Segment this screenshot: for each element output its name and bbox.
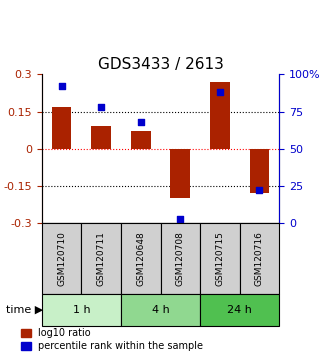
FancyBboxPatch shape <box>240 223 279 294</box>
Bar <box>249 149 269 193</box>
Bar <box>52 107 71 149</box>
Bar <box>91 126 111 149</box>
FancyBboxPatch shape <box>160 223 200 294</box>
Point <box>59 84 64 89</box>
Point <box>178 216 183 221</box>
FancyBboxPatch shape <box>42 223 81 294</box>
FancyBboxPatch shape <box>121 223 160 294</box>
Bar <box>131 131 151 149</box>
Bar <box>170 149 190 198</box>
Title: GDS3433 / 2613: GDS3433 / 2613 <box>98 57 223 72</box>
Text: 1 h: 1 h <box>73 305 90 315</box>
FancyBboxPatch shape <box>200 294 279 326</box>
Text: 24 h: 24 h <box>227 305 252 315</box>
Text: time ▶: time ▶ <box>6 305 44 315</box>
Text: GSM120715: GSM120715 <box>215 231 224 286</box>
Text: GSM120716: GSM120716 <box>255 231 264 286</box>
Point <box>138 119 143 125</box>
FancyBboxPatch shape <box>42 294 121 326</box>
Text: GSM120710: GSM120710 <box>57 231 66 286</box>
FancyBboxPatch shape <box>200 223 240 294</box>
Point <box>217 89 222 95</box>
Text: GSM120648: GSM120648 <box>136 231 145 286</box>
Legend: log10 ratio, percentile rank within the sample: log10 ratio, percentile rank within the … <box>21 329 204 351</box>
Text: GSM120708: GSM120708 <box>176 231 185 286</box>
FancyBboxPatch shape <box>121 294 200 326</box>
Point <box>99 104 104 110</box>
Point <box>257 188 262 193</box>
Bar <box>210 82 230 149</box>
FancyBboxPatch shape <box>81 223 121 294</box>
Text: 4 h: 4 h <box>152 305 169 315</box>
Text: GSM120711: GSM120711 <box>97 231 106 286</box>
